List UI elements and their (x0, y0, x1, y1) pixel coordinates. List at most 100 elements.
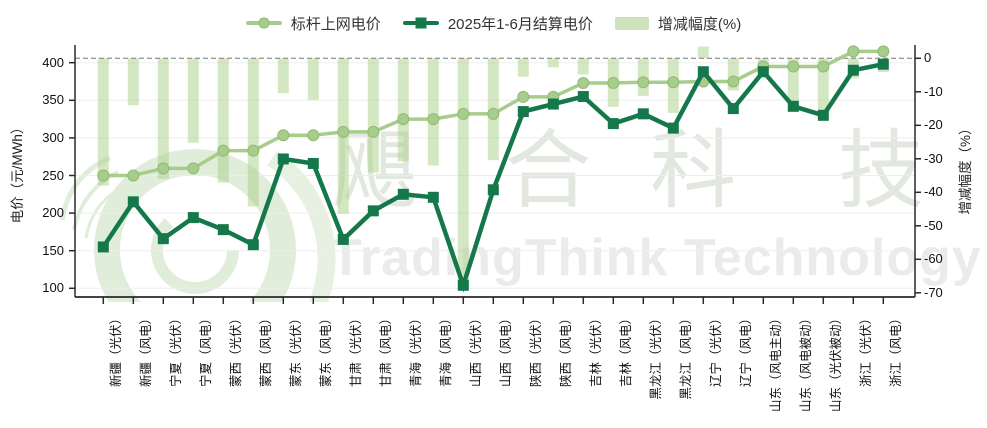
change-pct-bar-swatch-icon (614, 16, 649, 30)
benchmark-point (637, 76, 650, 89)
right-axis-title: 增减幅度（%） (958, 121, 973, 215)
benchmark-point (817, 60, 830, 73)
bar-change-pct (817, 58, 829, 114)
left-axis-tick-label: 200 (42, 205, 64, 221)
settlement-point (217, 224, 229, 236)
x-axis-category-label: 青海（光伏） (408, 312, 423, 388)
bar-change-pct (187, 58, 199, 143)
left-axis-tick-label: 250 (42, 167, 64, 183)
settlement-line-square-icon (402, 17, 439, 29)
right-axis-tick-label: 0 (924, 50, 932, 66)
settlement-point (877, 58, 889, 70)
x-axis-category-label: 新疆（光伏） (108, 312, 123, 388)
x-axis-category-label: 蒙西（风电） (258, 312, 273, 388)
settlement-point (817, 109, 829, 121)
settlement-point (727, 103, 739, 115)
right-axis-tick-label: -40 (924, 184, 943, 200)
right-axis-tick-label: -30 (924, 150, 943, 166)
benchmark-point (727, 75, 740, 88)
x-axis-category-label: 宁夏（光伏） (168, 312, 183, 388)
benchmark-point (427, 113, 440, 126)
bar-change-pct (157, 58, 169, 179)
left-axis-title: 电价（元/MWh） (10, 120, 25, 224)
settlement-point (637, 108, 649, 120)
x-axis-category-label: 青海（风电） (438, 312, 453, 388)
x-axis-category-label: 山东（光伏被动） (828, 312, 843, 413)
x-axis-category-label: 黑龙江（光伏） (648, 312, 663, 400)
bar-change-pct (457, 58, 469, 289)
x-axis-category-label: 陕西（光伏） (528, 312, 543, 388)
benchmark-point (877, 45, 890, 58)
left-axis-tick-label: 300 (42, 129, 64, 145)
x-axis-category-label: 山东（风电被动） (798, 312, 813, 413)
settlement-point (697, 66, 709, 78)
x-axis-category-label: 山西（风电） (498, 312, 513, 388)
x-axis-category-label: 蒙东（光伏） (288, 312, 303, 388)
benchmark-point (847, 45, 860, 58)
left-axis-tick-label: 100 (42, 280, 64, 296)
x-axis-category-label: 蒙东（风电） (318, 312, 333, 388)
watermark-latin-text: TradingThink Technology (330, 229, 982, 287)
watermark-cjk-char: 技 (838, 123, 924, 219)
settlement-point (547, 98, 559, 110)
benchmark-point (337, 125, 350, 138)
settlement-point (757, 66, 769, 78)
x-axis-category-label: 吉林（风电） (618, 312, 633, 388)
settlement-point (127, 196, 139, 208)
legend-label: 增减幅度(%) (657, 15, 742, 33)
x-axis-category-label: 吉林（光伏） (588, 312, 603, 388)
x-axis-category-label: 浙江（风电） (888, 312, 903, 388)
settlement-point (427, 191, 439, 203)
settlement-point (337, 233, 349, 245)
right-axis-tick-label: -70 (924, 284, 943, 300)
settlement-point (607, 118, 619, 130)
x-axis-category-label: 山西（光伏） (468, 312, 483, 388)
settlement-point (367, 205, 379, 217)
benchmark-point (127, 169, 140, 182)
bar-change-pct (517, 58, 529, 77)
x-axis-category-label: 新疆（风电） (138, 312, 153, 388)
bar-change-pct (367, 58, 379, 173)
settlement-point (487, 184, 499, 196)
legend-item-change-pct: 增减幅度(%) (614, 13, 742, 34)
settlement-point (667, 122, 679, 134)
legend-item-settlement: 2025年1-6月结算电价 (402, 13, 593, 34)
settlement-point (517, 106, 529, 118)
benchmark-point (277, 129, 290, 142)
settlement-point (397, 188, 409, 200)
benchmark-point (577, 77, 590, 90)
benchmark-point (367, 125, 380, 138)
x-axis-category-label: 甘肃（风电） (378, 312, 393, 388)
bar-change-pct (97, 58, 109, 186)
settlement-point (187, 212, 199, 224)
bar-change-pct (787, 58, 799, 104)
benchmark-point (157, 162, 170, 175)
benchmark-point (487, 107, 500, 120)
legend-label: 标杆上网电价 (290, 15, 381, 33)
benchmark-point (307, 129, 320, 142)
x-axis-category-label: 辽宁（光伏） (708, 312, 723, 388)
settlement-point (157, 233, 169, 245)
x-axis-category-label: 甘肃（光伏） (348, 312, 363, 388)
right-axis-tick-label: -20 (924, 117, 943, 133)
legend-item-benchmark: 标杆上网电价 (245, 13, 381, 34)
right-axis-tick-label: -50 (924, 217, 943, 233)
benchmark-point (247, 144, 260, 157)
right-axis-tick-label: -10 (924, 83, 943, 99)
bar-change-pct (727, 58, 739, 91)
bar-change-pct (247, 58, 259, 207)
x-axis-category-label: 宁夏（风电） (198, 312, 213, 388)
bar-change-pct (217, 58, 229, 183)
x-axis-category-label: 山东（风电主动） (768, 312, 783, 413)
x-axis-category-label: 陕西（风电） (558, 312, 573, 388)
settlement-point (457, 279, 469, 291)
settlement-point (277, 153, 289, 165)
settlement-point (787, 100, 799, 112)
watermark-cjk-char: 合 (505, 123, 591, 219)
bar-change-pct (427, 58, 439, 166)
settlement-point (577, 91, 589, 103)
benchmark-point (787, 60, 800, 73)
bar-change-pct (277, 58, 289, 94)
